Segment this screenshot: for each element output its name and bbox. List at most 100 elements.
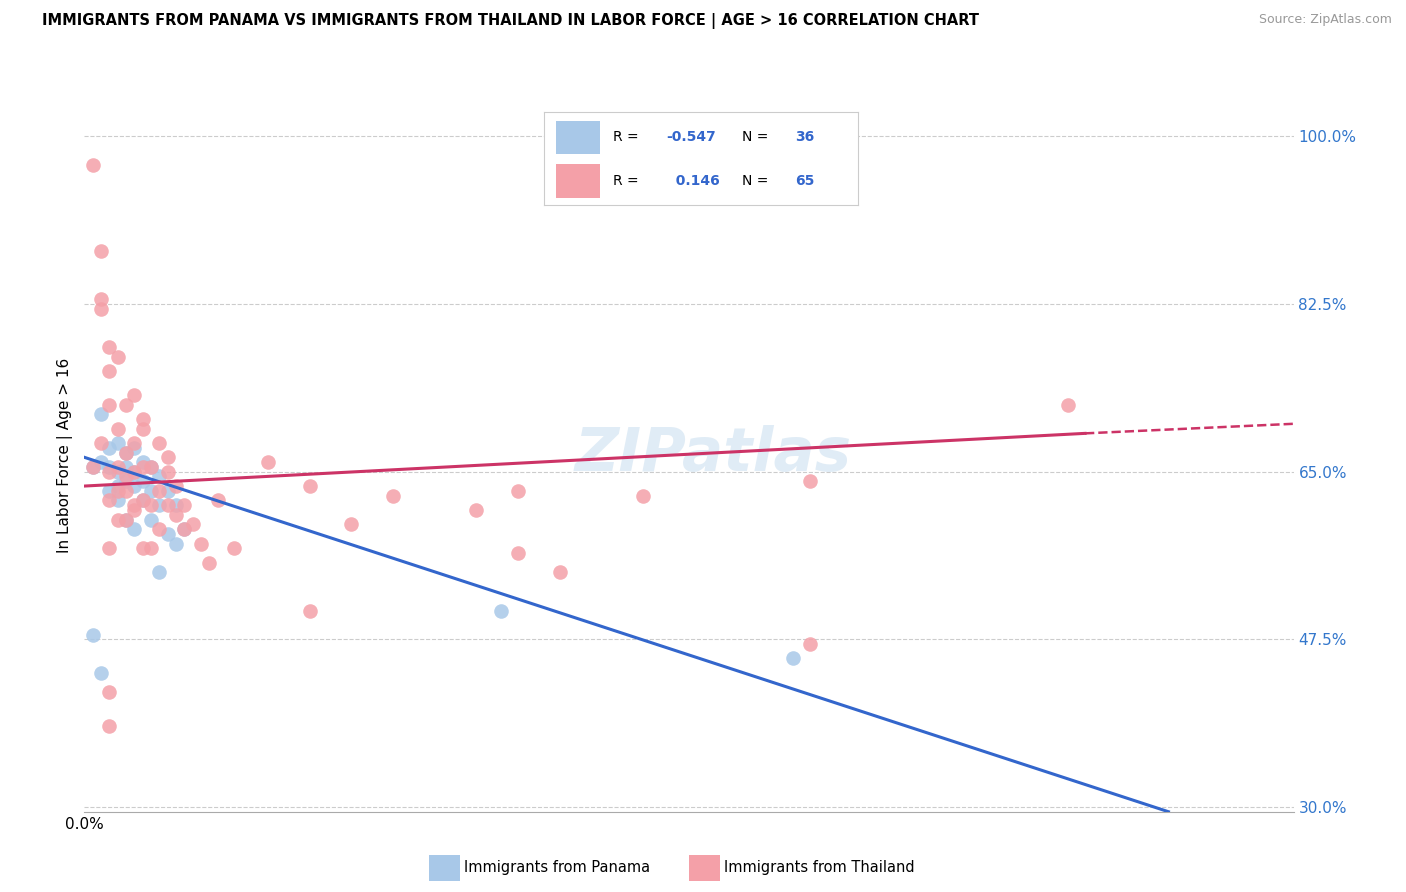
Point [115, 398, 138, 412]
Point [124, 388, 146, 402]
Point [256, 455, 278, 469]
Point [124, 503, 146, 517]
Point [124, 441, 146, 455]
Point [1057, 398, 1080, 412]
Point [298, 603, 321, 617]
Point [98, 441, 121, 455]
Point [98, 718, 121, 732]
Point [132, 541, 155, 556]
Point [506, 546, 529, 560]
Point [98, 493, 121, 508]
Point [799, 637, 821, 651]
Point [139, 512, 162, 526]
Point [115, 469, 138, 483]
Y-axis label: In Labor Force | Age > 16: In Labor Force | Age > 16 [58, 358, 73, 552]
Point [148, 498, 170, 512]
Point [98, 465, 121, 479]
Point [156, 498, 179, 512]
Text: ZIPatlas: ZIPatlas [575, 425, 852, 484]
Point [173, 522, 195, 536]
Point [98, 364, 121, 378]
Point [82, 459, 104, 474]
Text: Immigrants from Thailand: Immigrants from Thailand [724, 861, 915, 875]
Point [207, 493, 229, 508]
Point [98, 398, 121, 412]
Point [148, 566, 170, 580]
Point [107, 350, 129, 364]
Point [139, 483, 162, 498]
Point [165, 479, 187, 493]
Point [173, 522, 195, 536]
Point [90, 407, 112, 421]
Point [132, 412, 155, 426]
Point [115, 445, 138, 459]
Point [148, 436, 170, 450]
Point [132, 493, 155, 508]
Point [156, 483, 179, 498]
Point [132, 421, 155, 435]
Point [115, 512, 138, 526]
Point [491, 603, 513, 617]
Point [548, 566, 571, 580]
Point [165, 498, 187, 512]
Point [165, 508, 187, 522]
Point [115, 459, 138, 474]
Point [139, 459, 162, 474]
Point [124, 479, 146, 493]
Point [98, 340, 121, 354]
Point [631, 489, 654, 503]
Text: Immigrants from Panama: Immigrants from Panama [464, 861, 650, 875]
Point [132, 459, 155, 474]
Point [156, 450, 179, 465]
Point [465, 503, 488, 517]
Point [115, 512, 138, 526]
Point [82, 627, 104, 641]
Point [90, 455, 112, 469]
Text: Source: ZipAtlas.com: Source: ZipAtlas.com [1258, 13, 1392, 27]
Point [298, 479, 321, 493]
Point [139, 459, 162, 474]
Point [132, 455, 155, 469]
Point [156, 465, 179, 479]
Point [506, 483, 529, 498]
Point [132, 493, 155, 508]
Point [381, 489, 404, 503]
Point [107, 421, 129, 435]
Point [107, 459, 129, 474]
Point [148, 469, 170, 483]
Point [90, 293, 112, 307]
Point [98, 459, 121, 474]
Point [115, 483, 138, 498]
Point [90, 244, 112, 259]
Point [124, 465, 146, 479]
Point [98, 483, 121, 498]
Point [165, 536, 187, 550]
Point [148, 483, 170, 498]
Point [148, 522, 170, 536]
Point [139, 541, 162, 556]
Point [132, 475, 155, 489]
Point [340, 517, 363, 532]
Point [107, 493, 129, 508]
Point [98, 541, 121, 556]
Point [82, 459, 104, 474]
Point [782, 651, 804, 665]
Point [124, 522, 146, 536]
Point [90, 301, 112, 316]
Point [156, 527, 179, 541]
Point [124, 436, 146, 450]
Point [224, 541, 246, 556]
Point [124, 498, 146, 512]
Point [107, 479, 129, 493]
Point [98, 685, 121, 699]
Point [799, 475, 821, 489]
Point [90, 665, 112, 680]
Point [124, 465, 146, 479]
Point [190, 536, 212, 550]
Point [107, 512, 129, 526]
Point [90, 436, 112, 450]
Point [173, 498, 195, 512]
Point [107, 436, 129, 450]
Point [115, 445, 138, 459]
Point [107, 465, 129, 479]
